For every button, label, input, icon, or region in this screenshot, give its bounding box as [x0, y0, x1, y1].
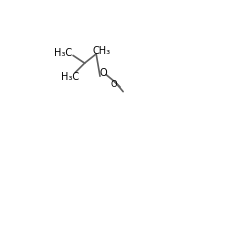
Text: CH₃: CH₃	[92, 46, 110, 56]
Text: H₃C: H₃C	[54, 48, 72, 58]
Text: O: O	[110, 80, 117, 89]
Text: O: O	[99, 68, 107, 78]
Text: H₃C: H₃C	[61, 72, 79, 82]
